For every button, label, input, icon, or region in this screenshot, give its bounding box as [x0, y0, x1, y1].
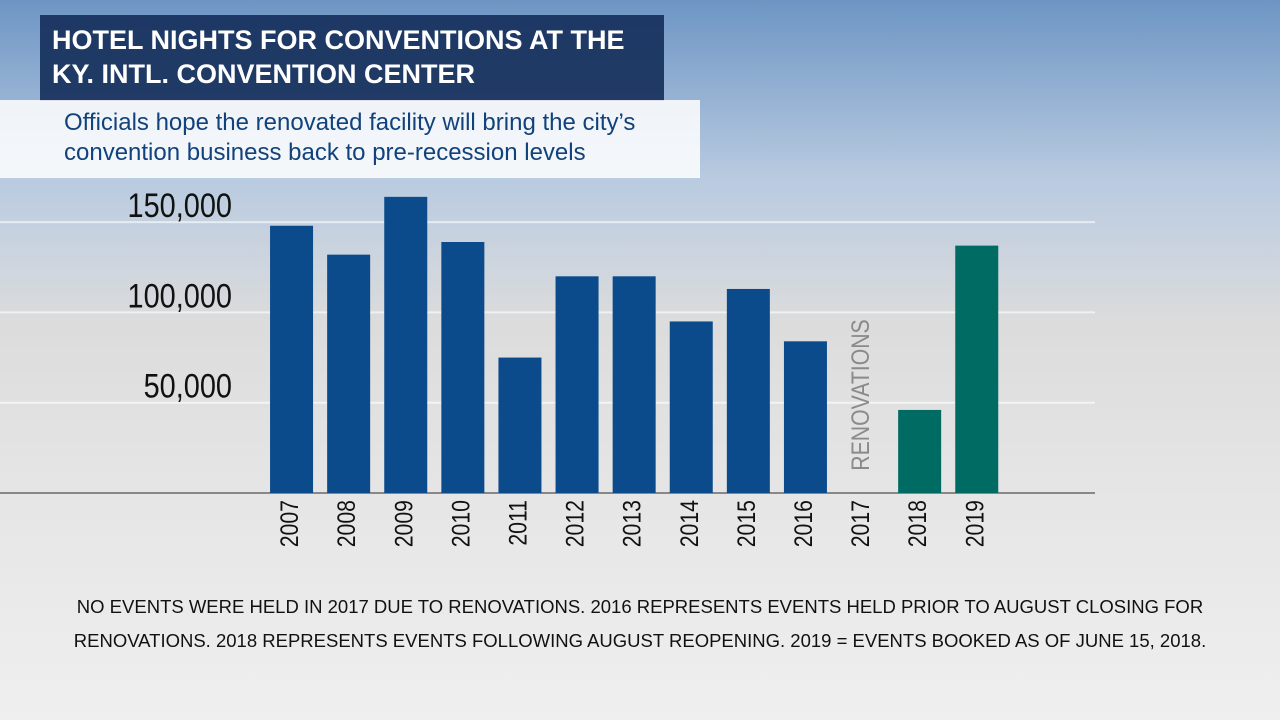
- bar: [669, 321, 713, 493]
- footnote: NO EVENTS WERE HELD IN 2017 DUE TO RENOV…: [73, 596, 1207, 651]
- bar: [384, 196, 428, 493]
- chart-title: HOTEL NIGHTS FOR CONVENTIONS AT THE KY. …: [40, 15, 664, 101]
- chart-subtitle: Officials hope the renovated facility wi…: [64, 109, 636, 166]
- bar: [270, 225, 314, 494]
- y-tick-label: 50,000: [144, 366, 232, 405]
- x-tick-label: 2016: [789, 500, 817, 547]
- x-tick-label: 2019: [961, 500, 989, 547]
- bar: [612, 276, 656, 493]
- x-tick-label: 2008: [333, 500, 361, 547]
- bar: [441, 242, 485, 493]
- x-tick-label: 2013: [618, 500, 646, 547]
- x-tick-label: 2017: [847, 500, 875, 547]
- x-tick-label: 2011: [504, 500, 532, 546]
- bar: [498, 357, 542, 493]
- annotation: RENOVATIONS: [847, 319, 875, 470]
- subtitle-band: [0, 100, 700, 178]
- bar: [783, 341, 827, 493]
- x-tick-label: 2012: [561, 500, 589, 547]
- y-tick-label: 150,000: [128, 186, 232, 225]
- y-tick-label: 100,000: [128, 276, 232, 315]
- x-tick-label: 2018: [904, 500, 932, 547]
- x-tick-label: 2015: [732, 500, 760, 547]
- bar: [327, 254, 371, 493]
- bar: [955, 245, 999, 493]
- x-tick-label: 2009: [390, 500, 418, 547]
- x-tick-label: 2007: [276, 500, 304, 547]
- bar: [555, 276, 599, 493]
- x-tick-label: 2010: [447, 500, 475, 547]
- x-tick-label: 2014: [675, 500, 703, 547]
- bar: [898, 409, 942, 493]
- bar: [726, 288, 770, 493]
